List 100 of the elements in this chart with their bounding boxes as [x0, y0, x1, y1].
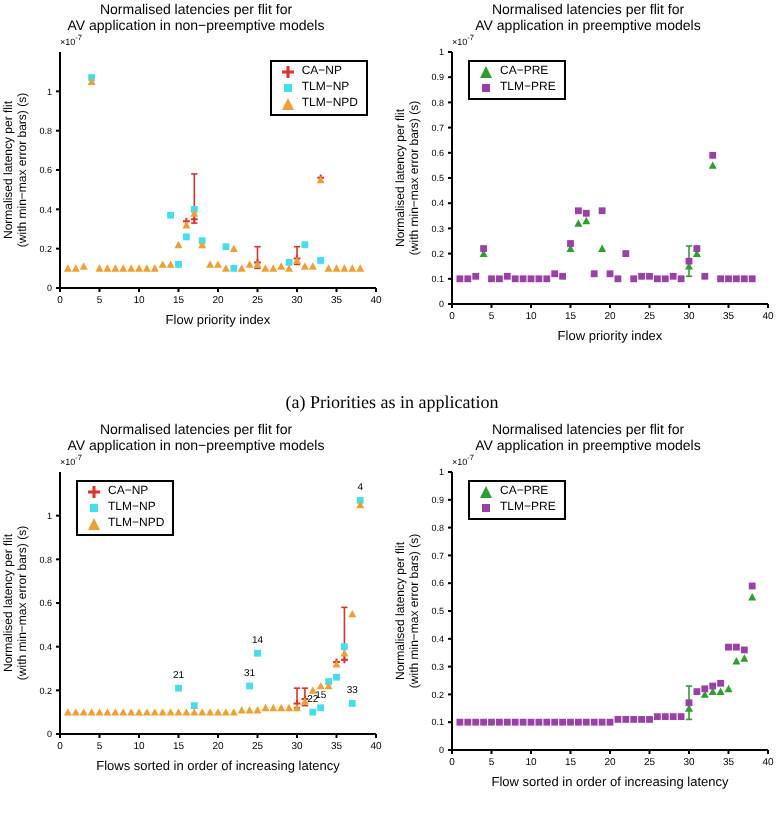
point	[237, 264, 246, 272]
point	[456, 718, 464, 726]
point	[198, 708, 207, 716]
point	[285, 259, 293, 266]
point	[717, 679, 724, 687]
point	[646, 716, 653, 723]
point	[456, 275, 464, 283]
point	[693, 688, 701, 696]
point	[646, 272, 653, 280]
point	[496, 718, 503, 726]
point	[567, 240, 574, 247]
point	[79, 708, 88, 716]
point	[308, 262, 317, 270]
point	[488, 718, 495, 726]
point	[261, 703, 270, 712]
point	[269, 264, 278, 272]
point	[174, 240, 183, 249]
point	[614, 716, 622, 723]
point	[464, 275, 472, 283]
point	[301, 241, 309, 249]
point	[300, 262, 309, 270]
point	[63, 708, 72, 716]
point	[222, 243, 230, 251]
point	[472, 272, 480, 280]
point	[606, 270, 614, 278]
point	[535, 718, 543, 726]
point	[324, 264, 333, 272]
point	[261, 264, 270, 272]
point	[551, 270, 559, 278]
point	[669, 713, 677, 721]
point	[254, 649, 261, 657]
point	[316, 681, 325, 690]
point	[245, 260, 254, 268]
point	[206, 260, 215, 268]
point	[614, 275, 622, 283]
point	[598, 718, 606, 726]
point	[135, 264, 143, 272]
point	[135, 708, 143, 716]
point	[733, 643, 740, 651]
point	[103, 708, 112, 716]
point	[708, 161, 717, 169]
point	[348, 264, 357, 272]
point	[654, 713, 661, 721]
point	[748, 593, 757, 601]
text: (a) Priorities as in application	[283, 392, 501, 412]
point	[535, 275, 543, 283]
point	[221, 264, 230, 272]
point	[661, 275, 669, 283]
point	[71, 264, 80, 272]
point	[733, 275, 740, 283]
point	[348, 700, 356, 707]
point	[638, 716, 645, 723]
point	[559, 272, 566, 280]
point	[229, 244, 238, 253]
point	[685, 699, 693, 707]
point	[701, 272, 709, 280]
point	[119, 708, 128, 716]
point	[543, 275, 551, 283]
point	[221, 708, 230, 716]
point	[142, 708, 151, 716]
point	[317, 257, 325, 264]
point	[693, 245, 701, 252]
point	[79, 262, 88, 270]
point	[574, 219, 583, 227]
point	[724, 684, 733, 693]
point	[575, 207, 582, 215]
point	[551, 718, 559, 726]
point	[503, 718, 511, 726]
point	[472, 718, 480, 726]
point	[496, 275, 503, 283]
point	[748, 582, 756, 590]
point	[590, 718, 598, 726]
point	[527, 275, 535, 283]
point	[277, 262, 286, 270]
point	[158, 260, 167, 268]
point	[598, 207, 606, 215]
point	[701, 685, 709, 693]
point	[598, 244, 607, 252]
point	[622, 250, 630, 257]
point	[740, 646, 748, 654]
point	[341, 643, 348, 651]
point	[190, 702, 198, 710]
point	[340, 264, 349, 272]
point	[677, 275, 685, 283]
point	[183, 233, 190, 241]
point	[606, 718, 614, 726]
point	[95, 264, 104, 272]
point	[332, 264, 341, 272]
point	[277, 703, 286, 712]
point	[716, 687, 725, 696]
point	[488, 275, 495, 283]
point	[661, 713, 669, 721]
point	[269, 703, 278, 712]
point	[709, 682, 717, 690]
point	[503, 272, 511, 280]
point	[511, 718, 519, 726]
point	[214, 260, 222, 268]
point	[229, 708, 238, 716]
point	[127, 264, 136, 272]
point	[622, 716, 630, 723]
